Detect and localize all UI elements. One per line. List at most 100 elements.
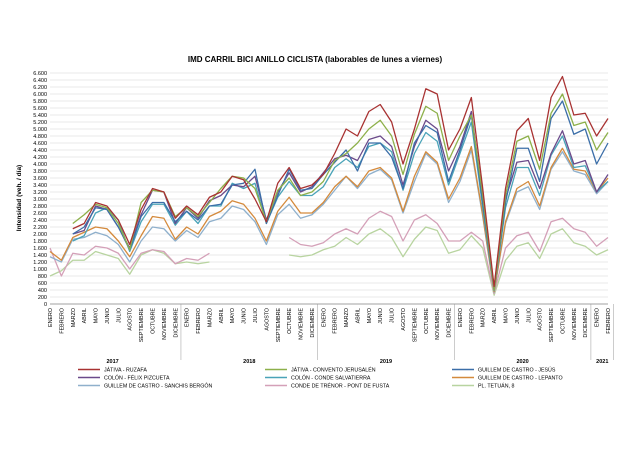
y-tick-label: 4.200 — [33, 155, 47, 161]
x-tick-label: ENERO — [321, 308, 327, 327]
year-label: 2017 — [107, 359, 119, 365]
x-tick-label: SEPTIEMBRE — [412, 308, 418, 343]
year-label: 2021 — [596, 359, 608, 365]
legend-label: COLÓN - FÉLIX PIZCUETA — [104, 375, 170, 382]
x-tick-label: SEPTIEMBRE — [549, 308, 555, 343]
x-tick-label: OCTUBRE — [150, 308, 156, 334]
y-tick-label: 5.400 — [33, 113, 47, 119]
y-tick-label: 1.200 — [33, 260, 47, 266]
y-tick-label: 3.800 — [33, 169, 47, 175]
y-tick-label: 2.800 — [33, 204, 47, 210]
y-tick-labels: 02004006008001.0001.2001.4001.6001.8002.… — [33, 71, 47, 308]
x-tick-label: FEBRERO — [59, 308, 65, 334]
y-tick-label: 1.600 — [33, 246, 47, 252]
x-tick-label: DICIEMBRE — [310, 308, 316, 338]
x-tick-label: AGOSTO — [264, 308, 270, 331]
x-tick-label: JULIO — [116, 308, 122, 323]
series-line — [49, 226, 609, 296]
x-tick-label: OCTUBRE — [287, 308, 293, 334]
y-tick-label: 2.000 — [33, 232, 47, 238]
x-tick-label: MARZO — [481, 308, 487, 327]
series-line — [72, 100, 609, 290]
series-line — [49, 210, 609, 295]
y-tick-label: 1.000 — [33, 267, 47, 273]
year-label: 2019 — [380, 359, 392, 365]
x-tick-label: NOVIEMBRE — [435, 308, 441, 340]
series-line — [72, 121, 609, 292]
legend-label: CONDE DE TRÉNOR - PONT DE FUSTA — [291, 383, 390, 390]
y-tick-label: 3.400 — [33, 183, 47, 189]
y-tick-label: 6.600 — [33, 71, 47, 77]
x-tick-label: DICIEMBRE — [583, 308, 589, 338]
x-tick-label: JUNIO — [105, 308, 111, 324]
y-tick-label: 3.200 — [33, 190, 47, 196]
x-tick-label: FEBRERO — [333, 308, 339, 334]
x-tick-label: JUNIO — [515, 308, 521, 324]
y-tick-label: 5.600 — [33, 106, 47, 112]
y-tick-label: 1.800 — [33, 239, 47, 245]
x-tick-label: SEPTIEMBRE — [276, 308, 282, 343]
x-tick-label: NOVIEMBRE — [299, 308, 305, 340]
x-tick-label: FEBRERO — [606, 308, 612, 334]
x-tick-label: AGOSTO — [128, 308, 134, 331]
x-tick-label: MAYO — [94, 308, 100, 323]
y-tick-label: 5.800 — [33, 99, 47, 105]
x-tick-label: NOVIEMBRE — [162, 308, 168, 340]
series-line — [72, 75, 609, 288]
x-tick-label: MARZO — [207, 308, 213, 327]
x-tick-label: MARZO — [71, 308, 77, 327]
y-tick-label: 5.200 — [33, 120, 47, 126]
legend-label: GUILLEM DE CASTRO - LEPANTO — [478, 376, 563, 382]
year-labels: 2017 2018 2019 2020 2021 — [107, 304, 614, 365]
legend-label: GUILLEM DE CASTRO - SANCHIS BERGÓN — [104, 383, 212, 390]
x-tick-label: JUNIO — [378, 308, 384, 324]
y-tick-label: 1.400 — [33, 253, 47, 259]
x-tick-label: DICIEMBRE — [173, 308, 179, 338]
legend-label: JÁTIVA - CONVENTO JERUSALÉN — [291, 367, 376, 374]
x-tick-label: NOVIEMBRE — [572, 308, 578, 340]
legend-label: GUILLEM DE CASTRO - JESÚS — [478, 367, 556, 374]
y-tick-label: 6.400 — [33, 78, 47, 84]
legend-label: COLÓN - CONDE SALVATIERRA — [291, 375, 371, 382]
x-tick-label: SEPTIEMBRE — [139, 308, 145, 343]
x-tick-label: ENERO — [185, 308, 191, 327]
x-tick-label: ABRIL — [219, 308, 225, 323]
legend: JÁTIVA - RUZAFA JÁTIVA - CONVENTO JERUSAL… — [78, 367, 563, 390]
y-tick-label: 2.200 — [33, 225, 47, 231]
legend-label: JÁTIVA - RUZAFA — [104, 367, 147, 374]
y-tick-label: 2.400 — [33, 218, 47, 224]
y-tick-label: 3.600 — [33, 176, 47, 182]
x-tick-label: ENERO — [48, 308, 54, 327]
y-tick-label: 600 — [38, 281, 47, 287]
y-tick-label: 200 — [38, 295, 47, 301]
y-tick-label: 6.000 — [33, 92, 47, 98]
x-tick-label: ABRIL — [82, 308, 88, 323]
series-line — [49, 149, 609, 294]
year-label: 2020 — [516, 359, 528, 365]
y-tick-label: 5.000 — [33, 127, 47, 133]
y-tick-label: 400 — [38, 288, 47, 294]
chart-title: IMD CARRIL BICI ANILLO CICLISTA (laborab… — [188, 55, 443, 64]
y-axis-label: Intensidad (veh. / día) — [16, 165, 23, 231]
x-tick-label: OCTUBRE — [424, 308, 430, 334]
legend-label: PL. TETUÁN, 8 — [478, 383, 514, 390]
x-tick-label: MAYO — [367, 308, 373, 323]
x-tick-label: JULIO — [526, 308, 532, 323]
x-tick-label: JULIO — [253, 308, 259, 323]
y-tick-label: 4.600 — [33, 141, 47, 147]
x-tick-label: FEBRERO — [469, 308, 475, 334]
x-tick-label: JULIO — [390, 308, 396, 323]
x-tick-labels: ENERO FEBRERO MARZO ABRIL MAYO JUNIO JULIO AGOS… — [48, 308, 612, 343]
y-tick-label: 4.400 — [33, 148, 47, 154]
x-tick-label: ENERO — [595, 308, 601, 327]
y-tick-label: 0 — [44, 302, 47, 308]
x-tick-label: AGOSTO — [538, 308, 544, 331]
x-tick-label: MAYO — [504, 308, 510, 323]
x-tick-label: ENERO — [458, 308, 464, 327]
y-tick-label: 4.800 — [33, 134, 47, 140]
x-tick-label: DICIEMBRE — [447, 308, 453, 338]
y-tick-label: 6.200 — [33, 85, 47, 91]
x-tick-label: MARZO — [344, 308, 350, 327]
